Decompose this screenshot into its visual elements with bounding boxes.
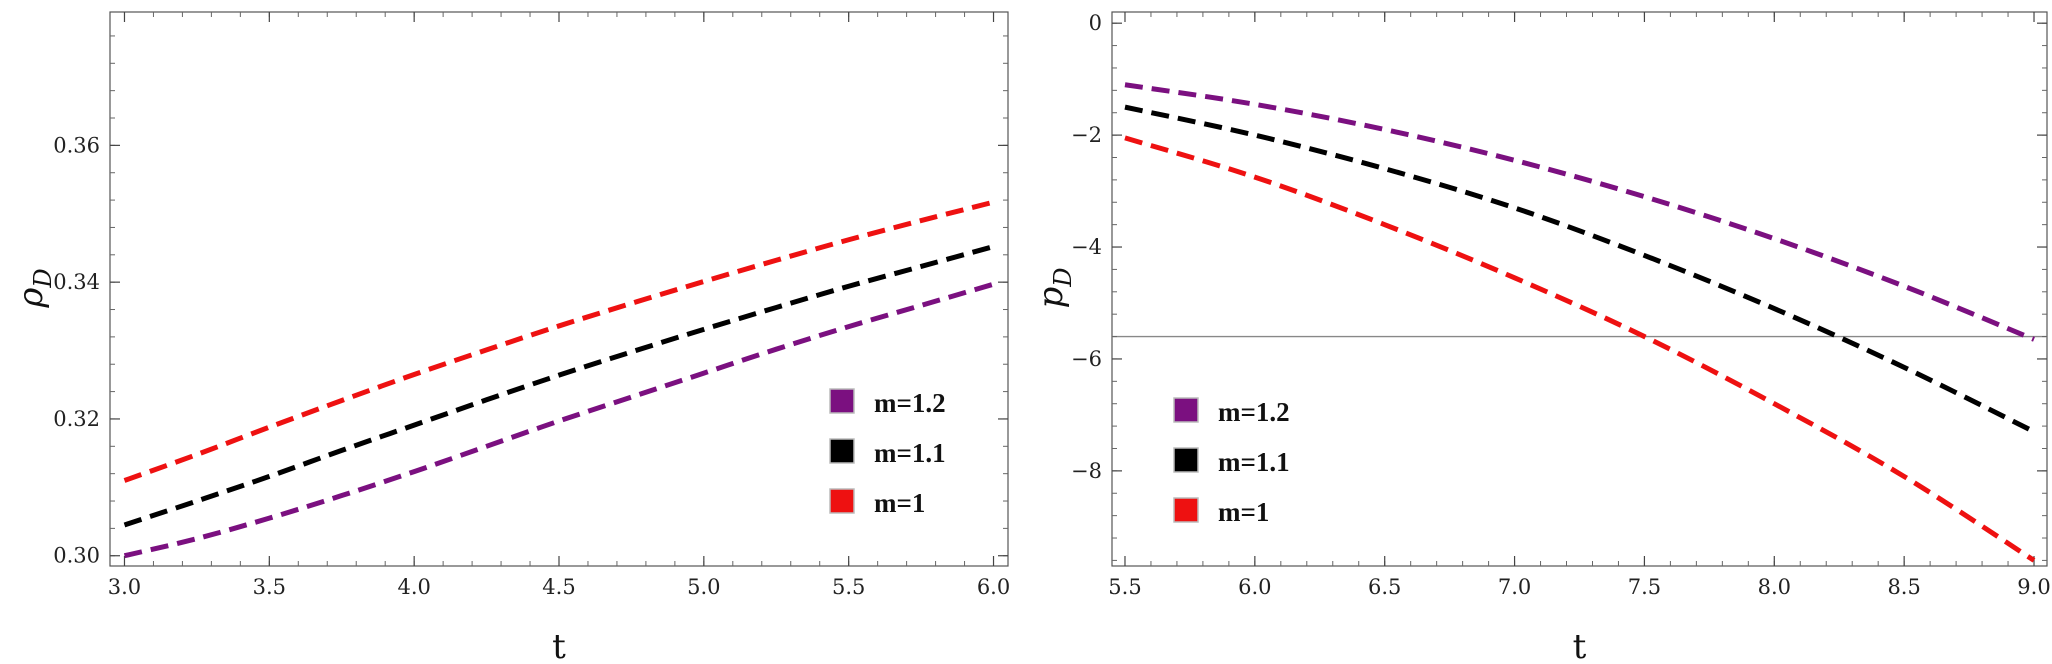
legend-label: m=1.2 bbox=[1218, 397, 1290, 427]
x-axis-title: t bbox=[1573, 627, 1587, 664]
y-tick-label: 0 bbox=[1089, 11, 1102, 35]
right-chart-p-d: 5.5 6.0 6.5 7.0 7.5 8.0 8.5 9.0 0 −2 −4 −6 −8 t pD m=1.… bbox=[1031, 11, 2051, 664]
legend-swatch bbox=[829, 388, 855, 414]
y-tick-label: −4 bbox=[1071, 235, 1102, 259]
y-tick-label: −2 bbox=[1071, 123, 1102, 147]
legend-swatch bbox=[1173, 497, 1199, 523]
x-tick-label: 4.0 bbox=[397, 575, 430, 599]
series-line-m-1-2 bbox=[1124, 82, 2035, 342]
x-axis-title: t bbox=[552, 627, 566, 664]
y-tick-label: −6 bbox=[1071, 347, 1102, 371]
x-tick-label: 3.0 bbox=[108, 575, 141, 599]
legend-label: m=1.1 bbox=[1218, 447, 1290, 477]
plot-frame bbox=[109, 11, 1009, 567]
x-tick-label: 4.5 bbox=[542, 575, 575, 599]
y-axis-title: pD bbox=[1031, 267, 1077, 308]
y-tick-label: −8 bbox=[1071, 459, 1102, 483]
x-tick-label: 5.5 bbox=[1108, 575, 1141, 599]
legend-label: m=1 bbox=[1218, 497, 1269, 527]
x-tick-label: 6.5 bbox=[1368, 575, 1401, 599]
legend-label: m=1.2 bbox=[874, 388, 946, 418]
x-tick-label: 5.0 bbox=[687, 575, 720, 599]
y-tick-label: 0.34 bbox=[53, 270, 100, 294]
series-line-m-1-1 bbox=[1124, 104, 2036, 434]
x-tick-label: 6.0 bbox=[1238, 575, 1271, 599]
x-tick-label: 8.5 bbox=[1887, 575, 1920, 599]
legend-swatch bbox=[829, 488, 855, 514]
legend-label: m=1.1 bbox=[874, 438, 946, 468]
x-tick-label: 3.5 bbox=[253, 575, 286, 599]
legend-swatch bbox=[1173, 447, 1199, 473]
legend-swatch bbox=[829, 438, 855, 464]
legend-label: m=1 bbox=[874, 488, 925, 518]
x-tick-label: 8.0 bbox=[1758, 575, 1791, 599]
left-chart-rho-d: 3.0 3.5 4.0 4.5 5.0 5.5 6.0 0.30 0.32 0.34 0.36 t ρD… bbox=[11, 11, 1010, 664]
x-tick-label: 7.0 bbox=[1498, 575, 1531, 599]
legend-swatch bbox=[1173, 397, 1199, 423]
y-tick-label: 0.36 bbox=[53, 133, 100, 157]
series-line-m-1 bbox=[123, 199, 995, 483]
plot-frame bbox=[1111, 11, 2048, 567]
x-tick-label: 5.5 bbox=[832, 575, 865, 599]
x-tick-label: 6.0 bbox=[977, 575, 1010, 599]
series-line-m-1 bbox=[1124, 135, 2036, 563]
y-tick-label: 0.30 bbox=[53, 544, 100, 568]
series-line-m-1-2 bbox=[123, 281, 995, 559]
x-tick-label: 7.5 bbox=[1628, 575, 1661, 599]
series-line-m-1-1 bbox=[123, 244, 995, 528]
x-tick-label: 9.0 bbox=[2017, 575, 2050, 599]
y-tick-label: 0.32 bbox=[53, 407, 100, 431]
y-axis-title: ρD bbox=[11, 268, 57, 308]
